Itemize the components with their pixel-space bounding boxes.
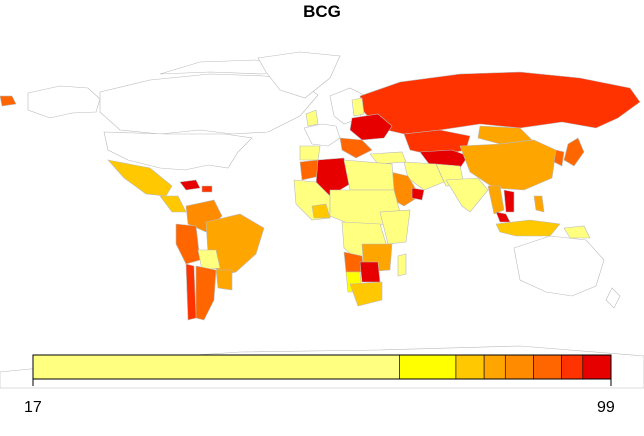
region-malaysia [495,211,511,223]
region-bolivia [197,249,221,271]
region-hispaniola [201,185,213,193]
region-aleutians [0,95,17,107]
region-philippines [533,195,545,213]
region-paraguay-uruguay [215,269,233,291]
legend-color-bar [32,354,612,380]
region-botswana-zimbabwe [359,261,381,283]
region-ecuador-peru [175,223,201,265]
region-china [459,139,557,191]
region-ghana-nigeria [311,203,331,219]
region-myanmar-thailand [487,185,505,215]
region-uk [305,109,319,127]
region-new-zealand [605,287,621,309]
region-turkey [369,151,407,165]
region-oman [411,187,425,201]
legend-bin-2 [455,354,485,380]
region-usa [103,131,253,171]
region-alaska [27,85,101,119]
region-papua-new-guinea [563,225,591,239]
legend-frame [32,354,612,380]
region-korea [553,149,565,167]
legend-bin-7 [582,354,612,380]
map-title: BCG [303,2,341,21]
region-south-africa [349,281,383,307]
region-libya-egypt [343,159,395,191]
legend-bin-1 [399,354,457,380]
region-argentina [195,265,217,321]
legend-bin-3 [483,354,506,380]
legend-min-label: 17 [24,399,42,416]
region-madagascar [397,253,407,277]
region-eastern-europe [349,113,393,141]
region-cuba [179,179,201,191]
region-iran [403,161,445,191]
region-iberia [299,145,321,161]
region-balkans [339,137,373,159]
legend-max-label: 99 [597,399,615,416]
region-chile [185,263,197,321]
region-vietnam-cambodia [503,189,515,213]
legend-bin-5 [533,354,562,380]
region-canada [99,73,319,135]
region-india [445,177,489,213]
region-indonesia [495,219,561,237]
region-finland [351,97,365,117]
region-western-europe [303,123,341,147]
region-japan [563,137,585,167]
region-greenland [257,51,341,99]
region-australia [513,235,605,297]
region-east-africa [379,209,411,245]
region-russia [359,71,641,135]
legend-bin-0 [32,354,400,380]
legend-bin-4 [504,354,534,380]
legend-bin-6 [561,354,584,380]
region-central-america [159,195,187,213]
